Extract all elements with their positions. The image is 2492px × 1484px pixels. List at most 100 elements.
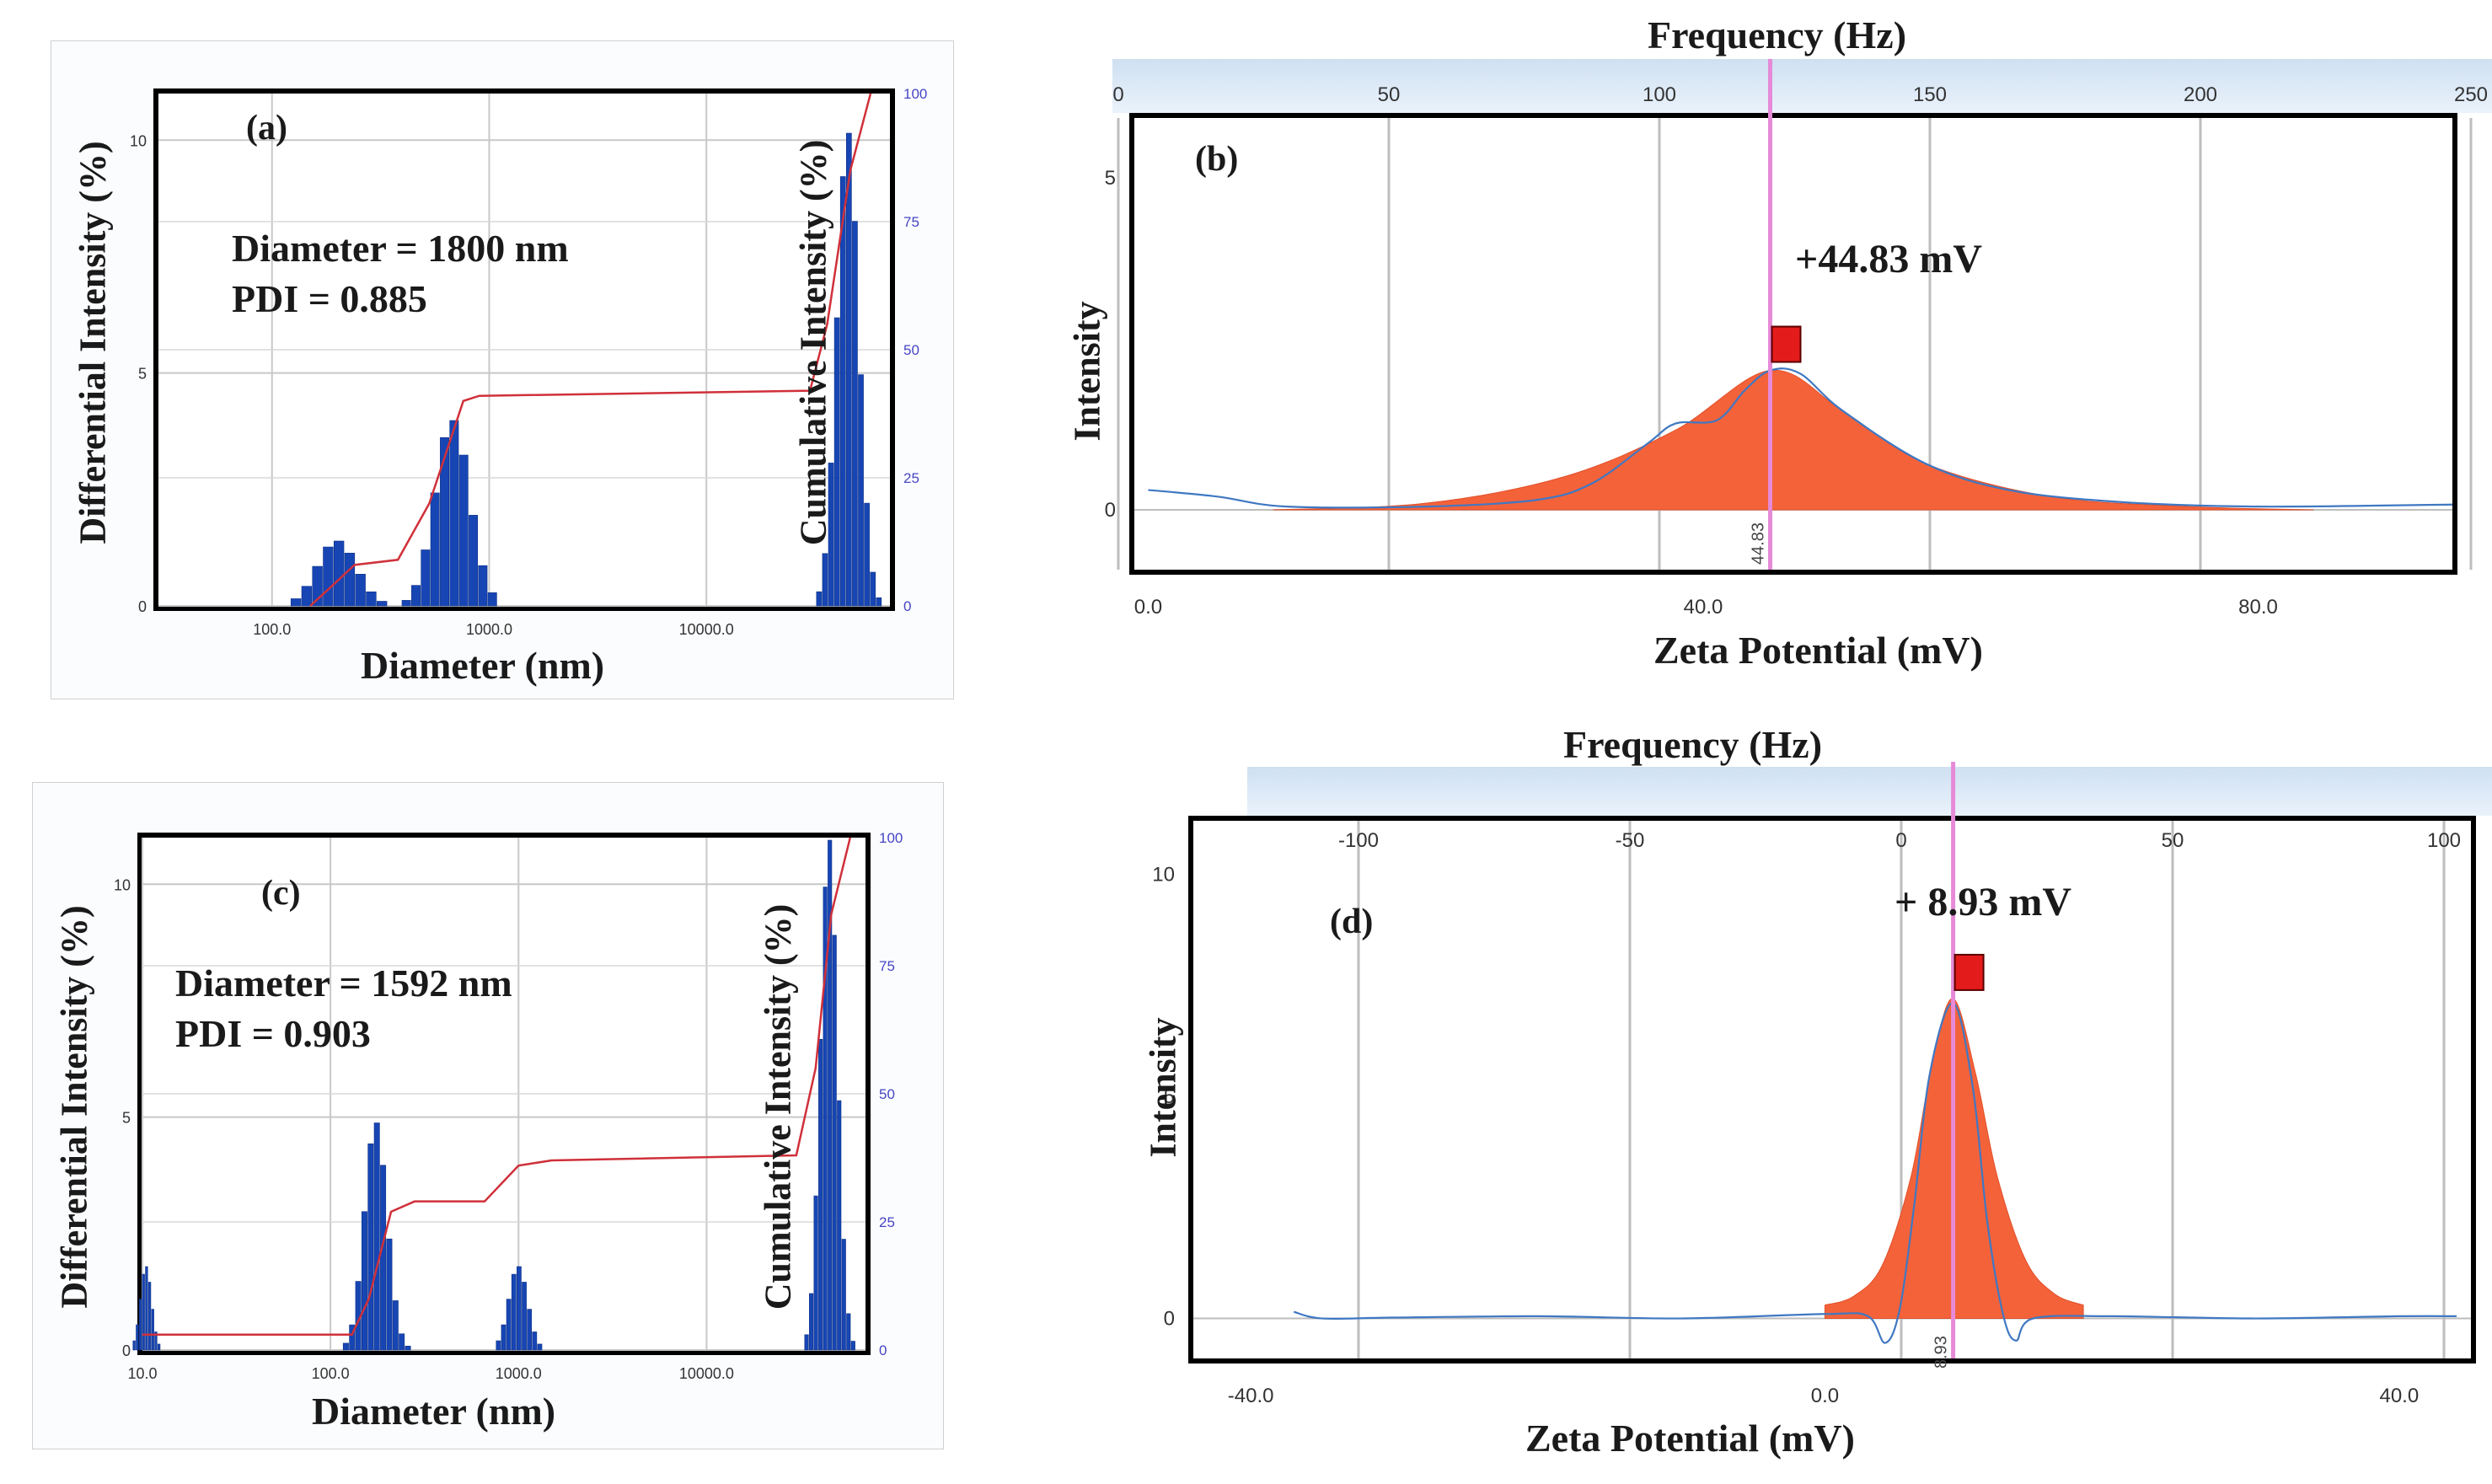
size-bar [850, 1341, 855, 1351]
size-bar [506, 1299, 512, 1351]
panel-b-top-axis-title: Frequency (Hz) [1648, 13, 1907, 56]
y-tick-label: 10 [1152, 863, 1175, 886]
frequency-tick-label: -100 [1338, 829, 1379, 852]
panel-b-peak-label: +44.83 mV [1795, 237, 1982, 281]
frequency-tick-label: 200 [2184, 83, 2217, 106]
size-bar [377, 601, 388, 607]
size-bar [145, 1266, 148, 1351]
frequency-tick-label: -50 [1616, 829, 1645, 852]
y2-tick-label: 75 [879, 958, 895, 974]
size-bar [527, 1309, 533, 1351]
x-tick-label: 10000.0 [679, 621, 734, 638]
panel-a-ylabel-left: Differential Intensity (%) [72, 141, 114, 544]
y2-tick-label: 25 [879, 1214, 895, 1230]
size-bar [501, 1324, 506, 1351]
size-bar [301, 586, 313, 607]
y-tick-label: 0 [1164, 1308, 1175, 1331]
size-bar [864, 502, 870, 607]
size-bar [421, 549, 431, 607]
size-bar [839, 176, 846, 607]
x-tick-label: 80.0 [2238, 596, 2278, 619]
size-bar [828, 839, 833, 1351]
frequency-tick-label: 150 [1913, 83, 1947, 106]
panel-c-ylabel-left: Differential Intensity (%) [53, 905, 95, 1309]
panel-a-xlabel: Diameter (nm) [361, 644, 605, 687]
frequency-tick-label: 0 [1895, 829, 1906, 852]
panel-d-chart: -100 -50 0 50 100 0 5 10 -40.0 0.0 40.0 8.93 [1152, 762, 2471, 1407]
peak-value-label: 8.93 [1932, 1336, 1951, 1369]
size-bar [478, 565, 488, 607]
size-bar [136, 1324, 139, 1351]
cumulative-curve [309, 93, 872, 607]
size-bar [517, 1266, 522, 1351]
size-bar [845, 132, 852, 607]
panel-d-frequency-band [1247, 767, 2492, 816]
size-bar [138, 1299, 142, 1351]
size-bar [392, 1300, 399, 1351]
size-bar [449, 420, 459, 607]
size-bar [349, 1324, 356, 1351]
size-bar [401, 600, 411, 607]
y-tick-label: 0 [122, 1342, 131, 1359]
size-bar [380, 1165, 387, 1351]
panel-a-pdi: PDI = 0.885 [232, 277, 427, 320]
size-bar [809, 1293, 814, 1351]
size-bar [399, 1333, 405, 1351]
panel-b-frequency-band [1112, 59, 2492, 113]
size-bar [837, 1100, 842, 1351]
size-bar [154, 1331, 158, 1351]
size-bar [430, 492, 440, 607]
panel-a-tag: (a) [246, 109, 287, 147]
size-bar [312, 565, 323, 607]
size-bar [813, 1195, 818, 1351]
x-tick-label: 0.0 [1134, 596, 1162, 619]
size-bar [367, 1143, 374, 1351]
size-bar [532, 1331, 538, 1351]
panel-b: Frequency (Hz) 0 50 100 150 200 250 0 5 0.0 40.0 8… [1011, 8, 2492, 683]
size-bar [816, 591, 823, 607]
panel-d: Frequency (Hz) -100 -50 0 50 100 0 5 10 -40.0 0.0… [1053, 712, 2492, 1484]
size-bar [386, 1238, 393, 1351]
panel-d-peak-label: + 8.93 mV [1894, 880, 2071, 924]
size-bar [147, 1282, 152, 1351]
panel-a: 100.0 1000.0 10000.0 0 5 10 0 25 50 75 100 (a) Dia… [51, 40, 954, 699]
panel-d-top-axis-title: Frequency (Hz) [1563, 723, 1823, 766]
size-bar [157, 1343, 161, 1351]
panel-d-ylabel: Intensity [1142, 1017, 1184, 1158]
size-bar [132, 1340, 136, 1351]
zeta-phase-line [1293, 1002, 2457, 1344]
y2-tick-label: 50 [879, 1086, 895, 1102]
frequency-tick-label: 50 [2162, 829, 2184, 852]
zeta-phase-line [1148, 367, 2453, 509]
panel-c-pdi: PDI = 0.903 [175, 1012, 371, 1055]
size-bar [822, 553, 828, 607]
size-bar [362, 1211, 367, 1351]
panel-d-tag: (d) [1330, 903, 1374, 941]
size-bar [440, 437, 450, 607]
panel-b-chart: 0 50 100 150 200 250 0 5 0.0 40.0 80.0 44.83 [1105, 59, 2488, 619]
size-bar [833, 317, 840, 607]
panel-c-ylabel-right: Cumulative Intensity (%) [757, 903, 799, 1310]
panel-c: 10.0 100.0 1000.0 10000.0 0 5 10 0 25 50 75 100 (c)… [32, 782, 944, 1449]
panel-c-diameter: Diameter = 1592 nm [175, 962, 512, 1005]
y-tick-label: 10 [130, 132, 147, 149]
x-tick-label: 1000.0 [496, 1365, 542, 1382]
y2-tick-label: 25 [903, 470, 919, 486]
y2-tick-label: 0 [903, 598, 911, 614]
y2-tick-label: 100 [903, 86, 927, 102]
size-bar [537, 1343, 543, 1351]
frequency-tick-label: 100 [2427, 829, 2461, 852]
size-bar [323, 546, 334, 607]
y-tick-label: 5 [122, 1110, 131, 1127]
peak-marker-box [1771, 325, 1802, 363]
size-bar [841, 1239, 846, 1351]
x-tick-label: 100.0 [253, 621, 291, 638]
size-bar [511, 1273, 517, 1351]
y-tick-label: 10 [114, 876, 131, 893]
size-bar [487, 592, 497, 607]
size-bar [355, 574, 366, 607]
y-tick-label: 0 [1105, 499, 1116, 522]
panel-a-ylabel-right: Cumulative Intensity (%) [792, 139, 834, 546]
